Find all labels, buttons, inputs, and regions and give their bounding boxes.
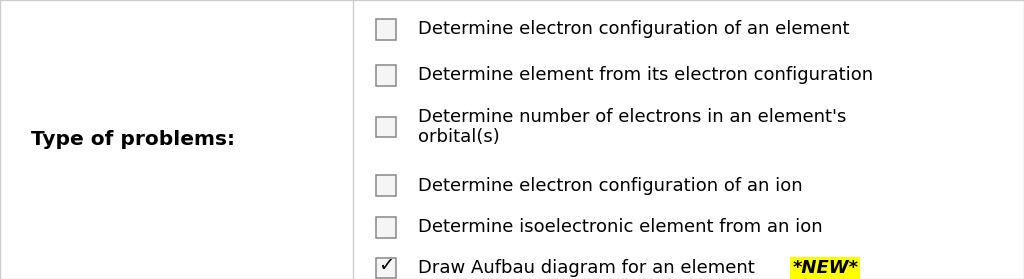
Text: Determine element from its electron configuration: Determine element from its electron conf… — [418, 66, 872, 84]
Text: Draw Aufbau diagram for an element: Draw Aufbau diagram for an element — [418, 259, 760, 277]
Text: Type of problems:: Type of problems: — [31, 130, 234, 149]
Bar — [376, 19, 396, 40]
Text: Determine electron configuration of an ion: Determine electron configuration of an i… — [418, 177, 803, 194]
Text: Determine electron configuration of an element: Determine electron configuration of an e… — [418, 20, 849, 38]
Bar — [376, 217, 396, 238]
Bar — [376, 258, 396, 278]
Text: Determine isoelectronic element from an ion: Determine isoelectronic element from an … — [418, 218, 822, 236]
Bar — [376, 117, 396, 137]
Text: ✓: ✓ — [378, 256, 394, 275]
Text: Determine number of electrons in an element's
orbital(s): Determine number of electrons in an elem… — [418, 107, 846, 146]
Bar — [376, 65, 396, 86]
Text: *NEW*: *NEW* — [793, 259, 858, 277]
Bar — [376, 175, 396, 196]
